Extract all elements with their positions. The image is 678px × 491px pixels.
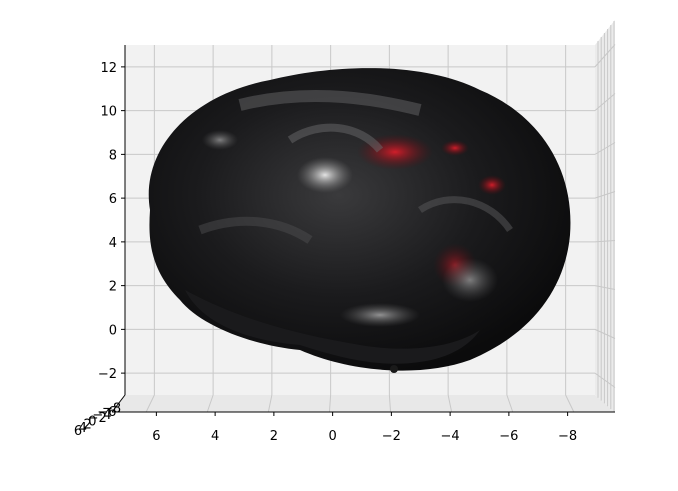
y-tick-label-5: −4 [92,408,111,423]
grid-floor-x-7 [565,394,575,413]
surface-highlight-light [297,157,353,193]
y-tick-label-4: −2 [88,411,107,426]
y-tick-label-1: 4 [79,421,87,436]
z-tick-label-1: 10 [100,105,117,120]
x-tick-label-1: 4 [211,429,219,444]
y-tick-label-7: −8 [102,402,121,417]
surface-highlight-light-2 [340,303,420,327]
surface-lower-lobe [185,290,480,364]
x-tick-label-3: 0 [328,429,336,444]
surface-ridge-2 [287,123,384,153]
floor-pane [112,395,615,412]
surface-fragment [390,365,398,373]
x-tick-label-5: −4 [441,429,460,444]
surface-ridge [238,89,422,116]
x-tick-label-2: 2 [270,429,278,444]
grid-floor-x-3 [328,394,332,413]
surface-highlight-light-4 [202,130,238,150]
y-tick-label-0: 6 [74,424,82,439]
y-axis-line [111,394,126,413]
surface-highlight-light-3 [442,258,498,302]
z-tick-label-4: 4 [109,236,117,251]
surface-highlight-red-3 [441,140,469,156]
x-tick-label-0: 6 [152,429,160,444]
grid-floor-x-1 [206,394,214,413]
x-tick-label-6: −6 [499,429,518,444]
grid-floor-x-0 [145,394,155,413]
y-tick-label-6: −6 [97,405,116,420]
z-tick-label-5: 2 [109,280,117,295]
z-tick-label-0: 12 [100,61,117,76]
surface-render [148,68,571,373]
z-tick-label-2: 8 [109,148,117,163]
surface-ridge-3 [418,196,513,233]
z-tick-label-7: −2 [98,367,117,382]
grid-floor-x-4 [388,394,392,413]
axes-lines [111,45,615,413]
grid-floor-x-6 [506,394,514,413]
surface-ridge-4 [198,216,313,244]
grid-floor-x-5 [447,394,453,413]
x-tick-label-7: −8 [558,429,577,444]
z-tick-label-6: 0 [109,323,117,338]
y-tick-label-3: 0 [88,414,96,429]
grid-floor-x-2 [267,394,273,413]
surface-highlight-red-2 [478,175,506,195]
y-tick-label-2: 2 [83,418,91,433]
x-tick-label-4: −2 [382,429,401,444]
z-tick-label-3: 6 [109,192,117,207]
right-side-pane [595,20,615,412]
